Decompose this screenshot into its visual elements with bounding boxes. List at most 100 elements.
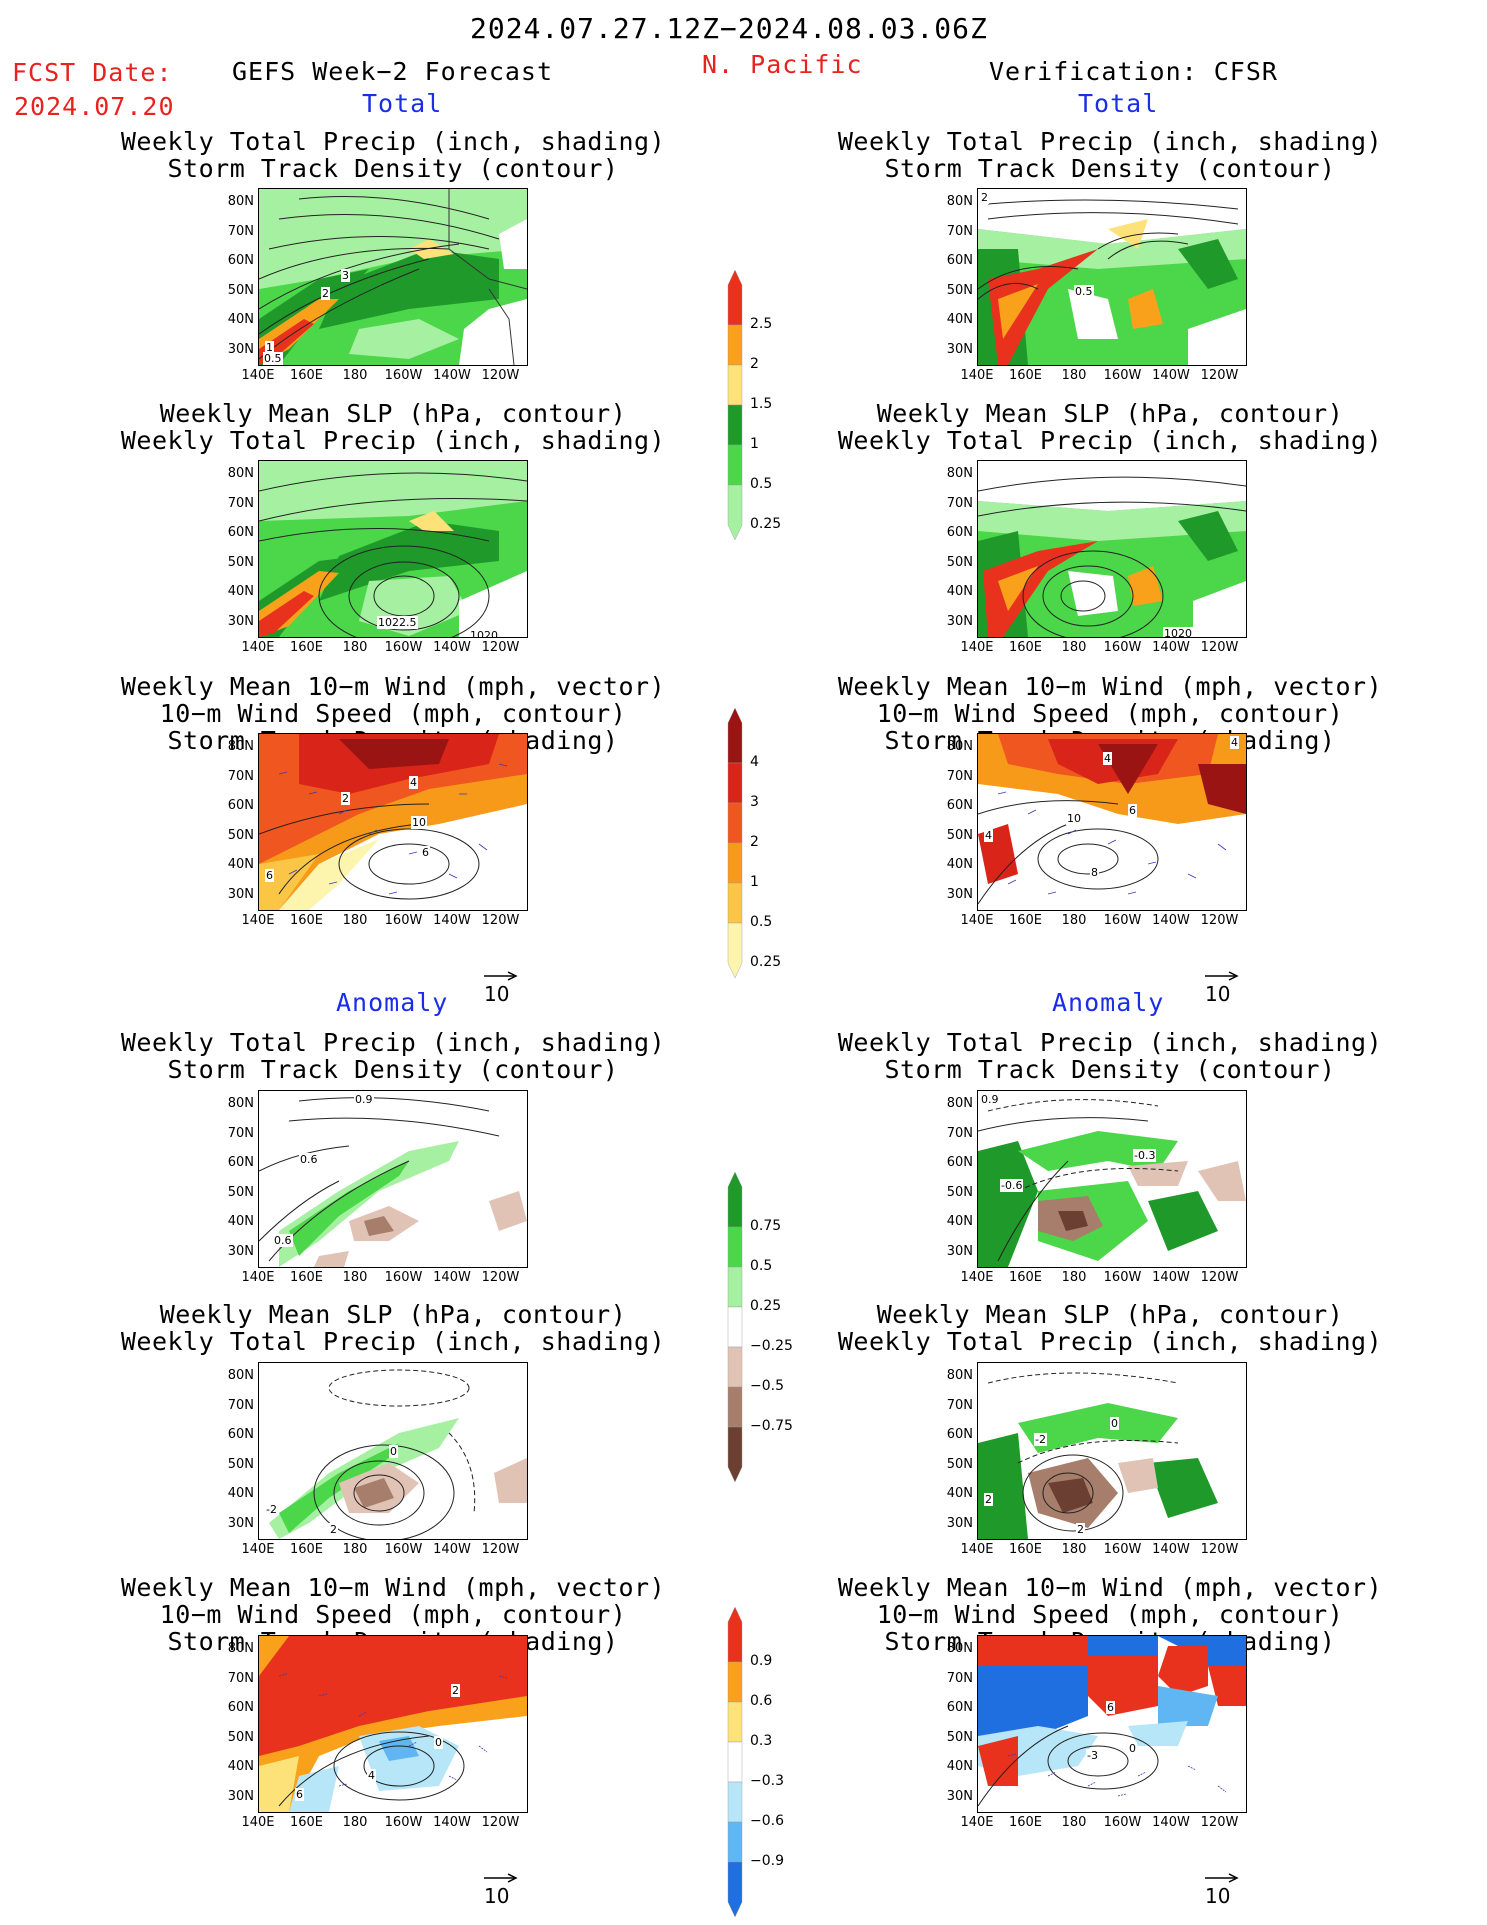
longitude-label: 180 xyxy=(342,640,368,655)
colorbar-swatch xyxy=(727,802,743,844)
longitude-label: 180 xyxy=(342,1270,368,1285)
panel-title-r2: Weekly Mean SLP (hPa, contour) Weekly Tot… xyxy=(837,399,1383,455)
latitude-label: 30N xyxy=(946,886,973,902)
colorbar-storm-track-total: 4 3 2 1 0.5 0.25 xyxy=(724,707,781,982)
latitude-label: 60N xyxy=(946,1155,973,1170)
contour-label: 0.9 xyxy=(980,1093,1000,1106)
latitude-label: 80N xyxy=(946,739,973,754)
colorbar-swatch xyxy=(727,1306,743,1348)
contour-label: -2 xyxy=(265,1503,278,1516)
colorbar-label: 0.5 xyxy=(750,1258,773,1274)
latitude-label: 30N xyxy=(227,886,254,902)
contour-label: 0.5 xyxy=(263,352,283,365)
longitude-label: 160E xyxy=(289,640,324,655)
latitude-label: 50N xyxy=(946,1729,973,1745)
longitude-label: 120W xyxy=(481,1542,520,1557)
latitude-label: 30N xyxy=(946,613,973,629)
contour-label: 0 xyxy=(434,1736,443,1749)
latitude-label: 40N xyxy=(227,1486,254,1501)
colorbar-swatch xyxy=(727,1701,743,1743)
contour-label: 2 xyxy=(329,1523,338,1536)
colorbar-swatch xyxy=(727,922,743,979)
contour-label: 6 xyxy=(1106,1701,1115,1714)
contour-label: 6 xyxy=(1128,804,1137,817)
latitude-label: 40N xyxy=(227,857,254,872)
latitude-label: 70N xyxy=(946,1397,973,1413)
contour-label: -2 xyxy=(1034,1433,1047,1446)
latitude-label: 40N xyxy=(227,584,254,599)
colorbar-label: 0.6 xyxy=(750,1693,773,1709)
latitude-label: 60N xyxy=(227,253,254,268)
contour-label: -0.3 xyxy=(1133,1149,1157,1162)
colorbar-swatch xyxy=(727,1426,743,1483)
colorbar-swatch xyxy=(727,707,743,764)
panel-title-l5: Weekly Mean SLP (hPa, contour) Weekly Tot… xyxy=(120,1300,666,1356)
colorbar-swatches xyxy=(727,1171,743,1483)
longitude-label: 140W xyxy=(1152,913,1190,928)
fcst-date-value: 2024.07.20 xyxy=(14,92,175,121)
vector-reference-left-total: 10 xyxy=(484,962,518,1006)
longitude-label: 140E xyxy=(241,913,275,928)
latitude-label: 80N xyxy=(227,1368,254,1383)
longitude-label: 160E xyxy=(1008,913,1043,928)
contour-label: -0.6 xyxy=(1000,1179,1024,1192)
longitude-label: 140W xyxy=(433,1270,471,1285)
colorbar-label: 1 xyxy=(750,874,759,890)
contour-label: 4 xyxy=(1103,752,1112,765)
longitude-label: 140E xyxy=(241,640,275,655)
longitude-label: 180 xyxy=(1061,1270,1087,1285)
latitude-label: 80N xyxy=(227,739,254,754)
vector-reference-left-anomaly: 10 xyxy=(484,1864,518,1908)
longitude-label: 160W xyxy=(384,1815,423,1830)
latitude-label: 40N xyxy=(227,312,254,327)
contour-label: 0.5 xyxy=(1074,285,1094,298)
colorbar-swatch xyxy=(727,882,743,924)
colorbar-swatch xyxy=(727,1386,743,1428)
longitude-label: 120W xyxy=(481,1815,520,1830)
colorbar-label: 2.5 xyxy=(750,316,773,332)
latitude-label: 60N xyxy=(946,798,973,813)
contour-label: 0 xyxy=(389,1445,398,1458)
latitude-label: 80N xyxy=(946,1096,973,1111)
right-total-label: Total xyxy=(1078,89,1159,118)
latitude-label: 50N xyxy=(227,1184,254,1200)
colorbar-label: 3 xyxy=(750,794,759,810)
left-column-title: GEFS Week−2 Forecast xyxy=(232,57,554,86)
longitude-label: 140E xyxy=(960,368,994,383)
longitude-label: 140E xyxy=(960,1815,994,1830)
panel-title-r4: Weekly Total Precip (inch, shading) Storm… xyxy=(837,1028,1383,1084)
latitude-label: 60N xyxy=(227,525,254,540)
map-verification-slp-anomaly: -2 2 0 2 xyxy=(977,1362,1247,1540)
longitude-label: 140W xyxy=(433,640,471,655)
latitude-label: 70N xyxy=(227,223,254,239)
latitude-label: 60N xyxy=(946,525,973,540)
contour-label: 0 xyxy=(1110,1417,1119,1430)
contour-label: 10 xyxy=(411,816,427,829)
contour-label: 3 xyxy=(341,269,350,282)
colorbar-label: −0.25 xyxy=(750,1338,793,1354)
longitude-label: 180 xyxy=(1061,640,1087,655)
longitude-label: 120W xyxy=(1200,640,1239,655)
latitude-label: 60N xyxy=(227,1155,254,1170)
latitude-label: 40N xyxy=(946,857,973,872)
colorbar-swatch xyxy=(727,1661,743,1703)
longitude-label: 120W xyxy=(1200,913,1239,928)
panel-title-l1: Weekly Total Precip (inch, shading) Storm… xyxy=(120,127,666,183)
longitude-label: 180 xyxy=(1061,913,1087,928)
latitude-label: 70N xyxy=(227,1397,254,1413)
contour-label: 0.6 xyxy=(273,1234,293,1247)
latitude-label: 40N xyxy=(227,1214,254,1229)
latitude-label: 60N xyxy=(227,1700,254,1715)
contour-label: 6 xyxy=(295,1788,304,1801)
latitude-label: 80N xyxy=(946,1368,973,1383)
colorbar-swatch xyxy=(727,1861,743,1918)
colorbar-label: 0.25 xyxy=(750,1298,782,1314)
longitude-label: 140W xyxy=(1152,1270,1190,1285)
latitude-label: 50N xyxy=(227,827,254,843)
latitude-label: 70N xyxy=(227,768,254,784)
longitude-label: 140E xyxy=(960,1270,994,1285)
latitude-label: 70N xyxy=(946,495,973,511)
contour-label: 4 xyxy=(1230,736,1239,749)
colorbar-swatch xyxy=(727,1741,743,1783)
colorbar-swatch xyxy=(727,1781,743,1823)
